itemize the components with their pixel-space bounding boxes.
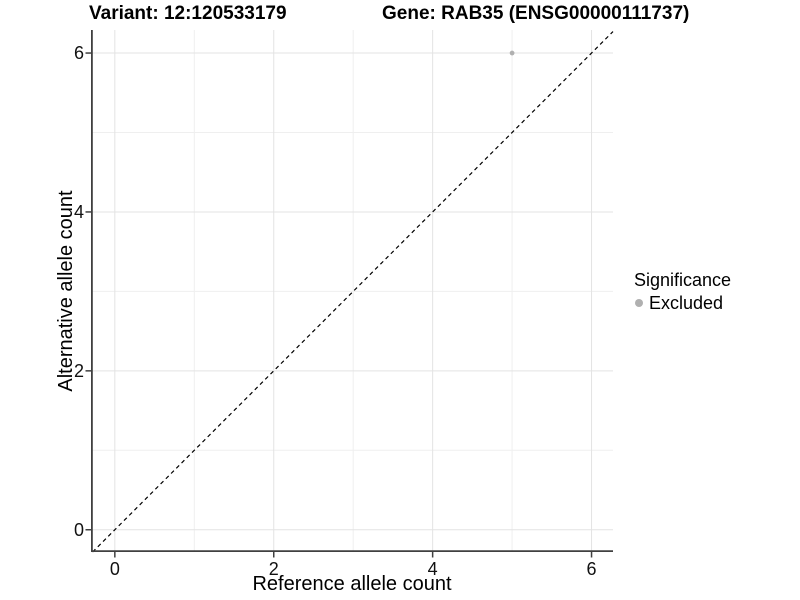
y-tick-label: 2 <box>73 360 84 381</box>
x-tick-label: 6 <box>586 559 597 579</box>
plot-panel <box>85 30 614 558</box>
x-axis-title: Reference allele count <box>252 573 452 595</box>
x-tick-label: 2 <box>268 559 279 579</box>
legend-item-label: Excluded <box>649 293 724 313</box>
legend-item-excluded: Excluded <box>634 293 798 313</box>
plot-panel-svg <box>85 30 614 558</box>
plot-title-variant: Variant: 12:120533179 <box>89 3 287 24</box>
x-tick-label: 0 <box>109 559 120 579</box>
y-tick-label: 4 <box>73 201 84 222</box>
axis-lines <box>91 30 613 552</box>
y-axis-title: Alternative allele count <box>55 190 77 392</box>
y-tick-label: 0 <box>73 519 84 540</box>
x-tick-label: 4 <box>427 559 438 579</box>
legend-key-dot <box>635 299 643 307</box>
data-point <box>509 50 515 56</box>
plot-title-gene: Gene: RAB35 (ENSG00000111737) <box>382 3 690 24</box>
y-tick-label: 6 <box>73 43 84 64</box>
legend-title: Significance <box>634 270 732 290</box>
legend: Significance Excluded <box>634 270 798 313</box>
